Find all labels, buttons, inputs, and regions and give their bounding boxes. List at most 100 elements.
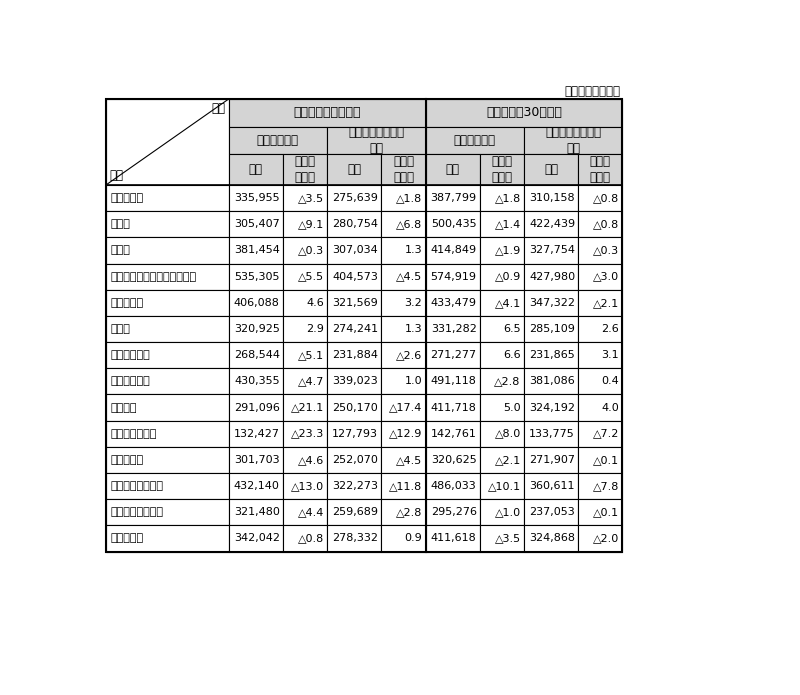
Text: △3.5: △3.5 <box>494 534 521 543</box>
Text: △7.2: △7.2 <box>593 429 619 439</box>
Bar <box>480 368 524 395</box>
Text: 291,096: 291,096 <box>234 402 280 413</box>
Text: 0.9: 0.9 <box>405 534 422 543</box>
Text: 427,980: 427,980 <box>529 272 575 281</box>
Text: △1.0: △1.0 <box>494 507 521 517</box>
Text: 491,118: 491,118 <box>430 377 477 386</box>
Bar <box>426 154 480 185</box>
Bar <box>382 499 426 525</box>
Bar <box>229 368 283 395</box>
Bar <box>578 154 622 185</box>
Text: 411,718: 411,718 <box>430 402 477 413</box>
Bar <box>327 368 382 395</box>
Text: 411,618: 411,618 <box>431 534 477 543</box>
Text: 307,034: 307,034 <box>333 245 378 256</box>
Text: 271,907: 271,907 <box>529 455 575 465</box>
Bar <box>524 525 578 552</box>
Text: △4.4: △4.4 <box>298 507 324 517</box>
Bar <box>578 263 622 290</box>
Bar <box>327 126 426 154</box>
Bar <box>283 263 327 290</box>
Bar <box>578 238 622 263</box>
Text: △0.8: △0.8 <box>593 193 619 203</box>
Bar <box>283 499 327 525</box>
Bar <box>229 185 283 211</box>
Text: 4.6: 4.6 <box>306 298 324 308</box>
Text: 6.5: 6.5 <box>503 324 521 334</box>
Text: 486,033: 486,033 <box>431 481 477 491</box>
Text: △2.6: △2.6 <box>396 350 422 360</box>
Bar <box>106 420 229 447</box>
Text: 情報通信業: 情報通信業 <box>110 298 143 308</box>
Text: 4.0: 4.0 <box>602 402 619 413</box>
Text: △3.0: △3.0 <box>593 272 619 281</box>
Text: 301,703: 301,703 <box>234 455 280 465</box>
Text: △2.8: △2.8 <box>494 377 521 386</box>
Text: △13.0: △13.0 <box>291 481 324 491</box>
Bar <box>578 368 622 395</box>
Bar <box>524 154 578 185</box>
Text: 5.0: 5.0 <box>503 402 521 413</box>
Bar <box>229 316 283 342</box>
Text: △7.8: △7.8 <box>593 481 619 491</box>
Text: △0.3: △0.3 <box>298 245 324 256</box>
Bar <box>578 473 622 499</box>
Bar <box>229 263 283 290</box>
Bar <box>327 499 382 525</box>
Bar <box>327 238 382 263</box>
Bar <box>426 99 622 126</box>
Text: △8.0: △8.0 <box>494 429 521 439</box>
Bar <box>327 420 382 447</box>
Text: 132,427: 132,427 <box>234 429 280 439</box>
Bar <box>283 473 327 499</box>
Text: △4.5: △4.5 <box>396 272 422 281</box>
Bar <box>382 395 426 420</box>
Bar <box>426 473 480 499</box>
Bar <box>578 525 622 552</box>
Text: 製造業: 製造業 <box>110 245 130 256</box>
Bar <box>283 420 327 447</box>
Text: 259,689: 259,689 <box>332 507 378 517</box>
Bar <box>327 342 382 368</box>
Bar <box>524 185 578 211</box>
Text: △0.1: △0.1 <box>593 455 619 465</box>
Text: 3.1: 3.1 <box>602 350 619 360</box>
Text: △5.5: △5.5 <box>298 272 324 281</box>
Bar <box>382 420 426 447</box>
Bar <box>327 211 382 238</box>
Text: 教育・学習支援業: 教育・学習支援業 <box>110 481 163 491</box>
Text: 2.6: 2.6 <box>602 324 619 334</box>
Bar <box>426 238 480 263</box>
Text: 建設業: 建設業 <box>110 220 130 229</box>
Text: 6.6: 6.6 <box>503 350 521 360</box>
Text: △0.8: △0.8 <box>593 220 619 229</box>
Bar <box>426 342 480 368</box>
Text: △5.1: △5.1 <box>298 350 324 360</box>
Bar <box>426 211 480 238</box>
Text: 0.4: 0.4 <box>602 377 619 386</box>
Bar <box>578 342 622 368</box>
Text: 339,023: 339,023 <box>333 377 378 386</box>
Bar <box>480 420 524 447</box>
Text: きまって支給する
給与: きまって支給する 給与 <box>348 126 404 155</box>
Bar <box>480 185 524 211</box>
Text: 320,925: 320,925 <box>234 324 280 334</box>
Bar <box>578 316 622 342</box>
Bar <box>283 238 327 263</box>
Text: △23.3: △23.3 <box>290 429 324 439</box>
Bar <box>426 263 480 290</box>
Bar <box>283 368 327 395</box>
Text: △2.1: △2.1 <box>494 455 521 465</box>
Bar <box>578 395 622 420</box>
Bar <box>578 420 622 447</box>
Bar <box>426 420 480 447</box>
Bar <box>480 499 524 525</box>
Text: 231,884: 231,884 <box>332 350 378 360</box>
Text: 342,042: 342,042 <box>234 534 280 543</box>
Text: 432,140: 432,140 <box>234 481 280 491</box>
Bar <box>382 154 426 185</box>
Text: 調査産業計: 調査産業計 <box>110 193 143 203</box>
Bar <box>327 290 382 316</box>
Text: △11.8: △11.8 <box>389 481 422 491</box>
Text: 運輸業: 運輸業 <box>110 324 130 334</box>
